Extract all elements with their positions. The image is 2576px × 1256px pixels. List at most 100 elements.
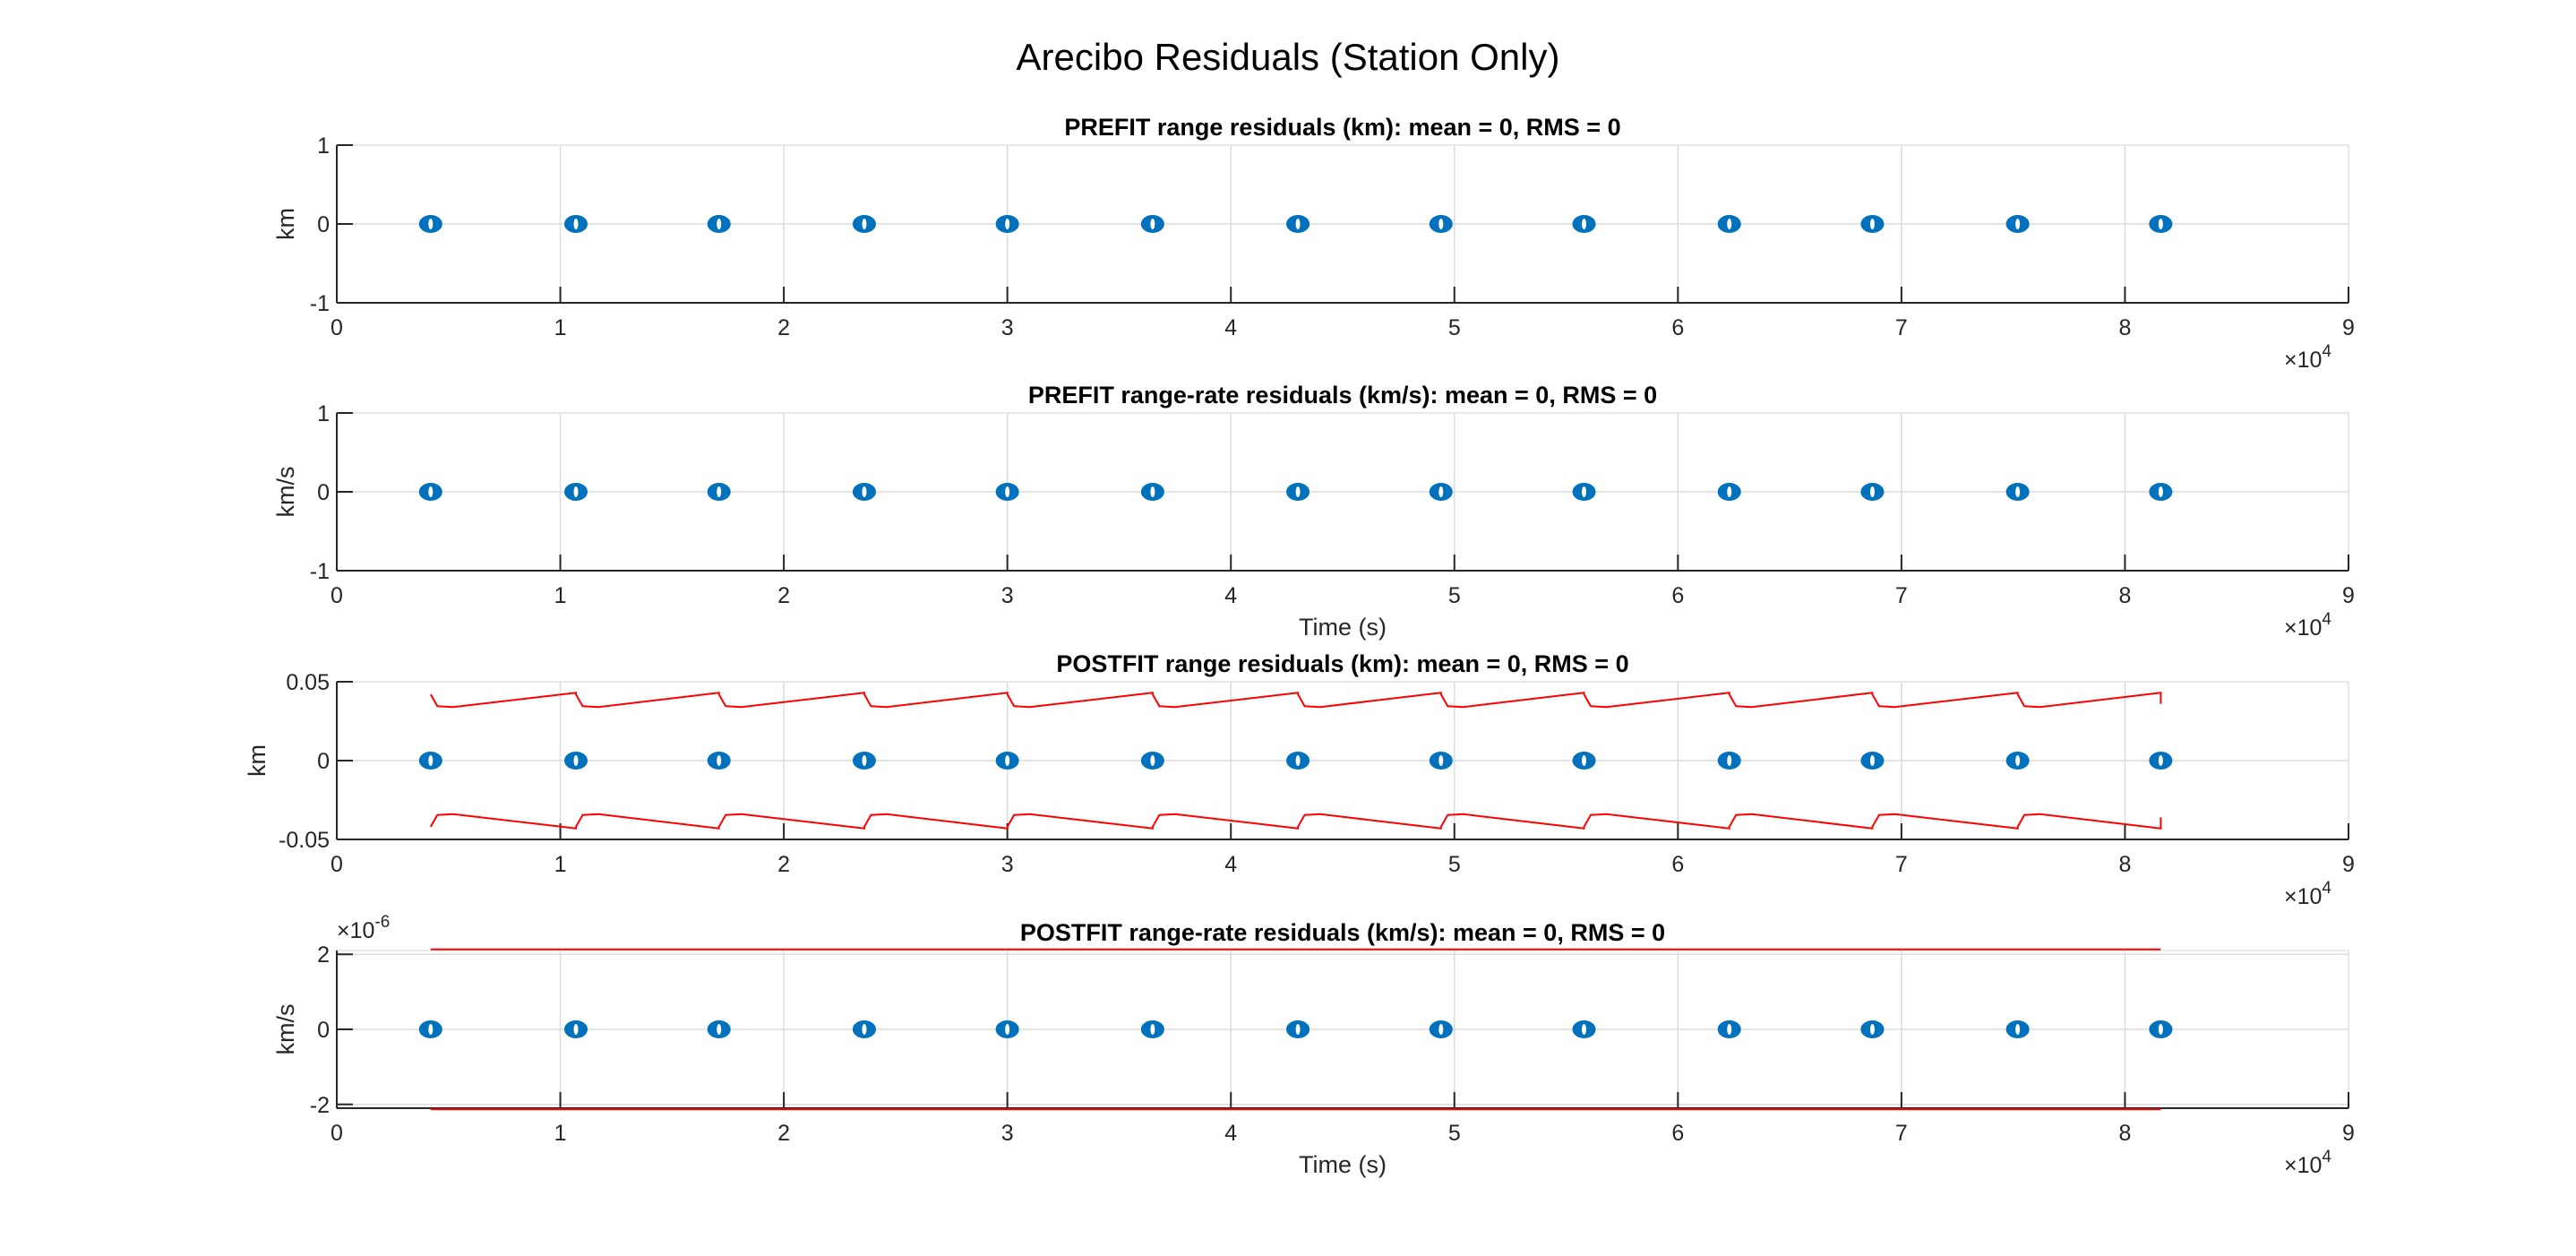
marker-inner: [2158, 755, 2163, 766]
marker-inner: [2158, 1024, 2163, 1035]
data-marker: [1572, 752, 1596, 770]
marker-inner: [1438, 1024, 1444, 1035]
data-marker: [852, 752, 876, 770]
x-tick-label: 3: [1001, 852, 1014, 877]
x-tick-label: 7: [1895, 315, 1908, 340]
data-marker: [707, 215, 731, 233]
data-marker: [1140, 483, 1164, 501]
x-tick-label: 2: [777, 1121, 790, 1146]
y-tick-label: 1: [317, 133, 330, 159]
x-tick-label: 8: [2118, 315, 2131, 340]
data-marker: [418, 483, 442, 501]
data-marker: [2005, 483, 2030, 501]
marker-inner: [1582, 219, 1587, 229]
y-tick-label: 2: [317, 942, 330, 968]
marker-inner: [2158, 486, 2163, 497]
data-marker: [564, 1020, 588, 1038]
marker-inner: [1150, 755, 1155, 766]
marker-inner: [428, 219, 434, 229]
x-tick-label: 8: [2118, 583, 2131, 608]
data-marker: [564, 752, 588, 770]
data-marker: [1286, 752, 1310, 770]
data-marker: [2005, 1020, 2030, 1038]
x-tick-label: 5: [1448, 852, 1461, 877]
marker-inner: [1727, 1024, 1732, 1035]
x-tick-label: 0: [331, 583, 343, 608]
marker-inner: [428, 1024, 434, 1035]
data-marker: [1572, 215, 1596, 233]
marker-inner: [1005, 486, 1010, 497]
x-tick-label: 9: [2342, 315, 2355, 340]
marker-inner: [428, 755, 434, 766]
y-tick-label: 0.05: [286, 670, 330, 695]
marker-inner: [1582, 1024, 1587, 1035]
marker-inner: [1727, 755, 1732, 766]
data-marker: [995, 483, 1019, 501]
y-tick-label: -1: [310, 559, 330, 584]
data-marker: [1429, 215, 1453, 233]
data-marker: [1860, 483, 1885, 501]
y-axis-label: km/s: [272, 467, 299, 518]
marker-inner: [1582, 486, 1587, 497]
marker-inner: [1295, 755, 1301, 766]
marker-inner: [717, 486, 722, 497]
marker-inner: [1869, 486, 1875, 497]
x-tick-label: 6: [1671, 315, 1684, 340]
x-tick-label: 1: [554, 583, 567, 608]
x-tick-label: 7: [1895, 852, 1908, 877]
x-tick-label: 0: [331, 852, 343, 877]
marker-inner: [862, 486, 867, 497]
y-tick-label: 0: [317, 212, 330, 237]
data-marker: [2149, 215, 2173, 233]
data-marker: [1140, 752, 1164, 770]
data-marker: [995, 752, 1019, 770]
data-marker: [707, 752, 731, 770]
y-axis-label: km: [272, 208, 299, 240]
x-tick-label: 7: [1895, 1121, 1908, 1146]
y-tick-label: -2: [310, 1093, 330, 1118]
data-marker: [1860, 752, 1885, 770]
marker-inner: [862, 755, 867, 766]
x-tick-label: 3: [1001, 315, 1014, 340]
y-tick-label: 0: [317, 480, 330, 505]
marker-inner: [1150, 219, 1155, 229]
x-tick-label: 4: [1224, 315, 1237, 340]
data-marker: [418, 215, 442, 233]
data-marker: [1429, 752, 1453, 770]
marker-inner: [717, 219, 722, 229]
y-tick-label: 0: [317, 749, 330, 774]
y-axis-label: km: [244, 744, 270, 777]
marker-inner: [428, 486, 434, 497]
x-tick-label: 2: [777, 583, 790, 608]
marker-inner: [1005, 219, 1010, 229]
marker-inner: [1150, 486, 1155, 497]
x-tick-label: 5: [1448, 583, 1461, 608]
marker-inner: [1295, 486, 1301, 497]
data-marker: [1717, 752, 1741, 770]
data-marker: [418, 1020, 442, 1038]
marker-inner: [1727, 486, 1732, 497]
data-marker: [852, 1020, 876, 1038]
subplot-title: POSTFIT range-rate residuals (km/s): mea…: [1020, 919, 1665, 946]
data-marker: [995, 215, 1019, 233]
marker-inner: [717, 755, 722, 766]
x-tick-label: 6: [1671, 1121, 1684, 1146]
subplot-4: 0 1 2 3 4 5 6 7 8 9-202×104×10-6 POSTFIT range-rat…: [272, 913, 2355, 1178]
data-marker: [1286, 215, 1310, 233]
marker-inner: [1438, 486, 1444, 497]
sigma-envelope-lower: [429, 813, 2162, 830]
data-marker: [707, 483, 731, 501]
data-marker: [852, 483, 876, 501]
sigma-envelope-upper: [429, 692, 2162, 709]
data-marker: [1286, 1020, 1310, 1038]
marker-inner: [2015, 486, 2021, 497]
figure-title: Arecibo Residuals (Station Only): [1017, 36, 1560, 78]
marker-inner: [573, 755, 579, 766]
data-marker: [852, 215, 876, 233]
x-tick-label: 4: [1224, 1121, 1237, 1146]
x-tick-label: 9: [2342, 583, 2355, 608]
data-marker: [1140, 215, 1164, 233]
y-tick-label: 0: [317, 1018, 330, 1043]
